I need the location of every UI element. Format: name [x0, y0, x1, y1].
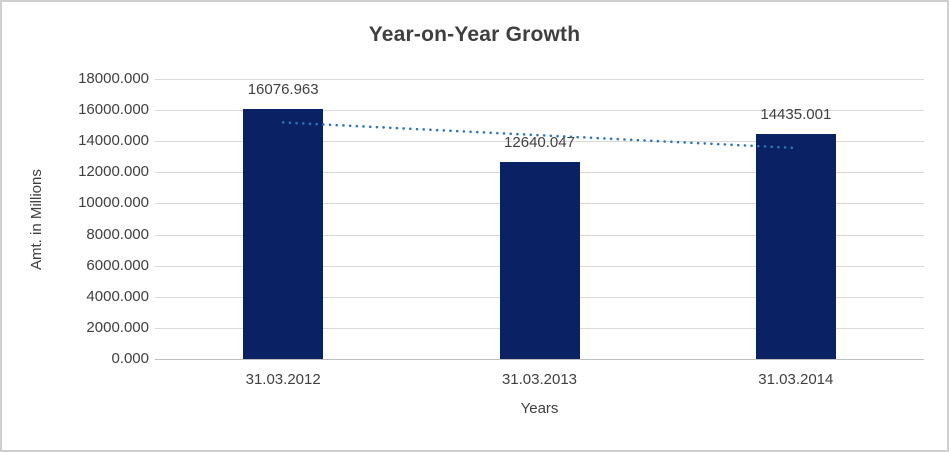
bar-31.03.2013[interactable] [499, 162, 580, 359]
y-tick-label: 0.000 [111, 350, 149, 367]
y-tick-label: 10000.000 [78, 194, 149, 212]
y-tick-label: 12000.000 [78, 163, 149, 181]
data-label: 14435.001 [760, 106, 832, 124]
x-tick-label: 31.03.2013 [501, 371, 578, 388]
y-tick-label: 6000.000 [86, 256, 149, 274]
x-tick-label: 31.03.2012 [245, 371, 321, 388]
bar-31.03.2012[interactable] [243, 108, 324, 359]
y-tick-label: 16000.000 [78, 101, 149, 119]
x-axis-line [155, 359, 924, 360]
gridline [155, 79, 924, 80]
x-axis-title: Years [520, 400, 559, 417]
y-tick-label: 2000.000 [86, 318, 149, 336]
y-tick-label: 18000.000 [78, 70, 149, 87]
bar-31.03.2014[interactable] [755, 134, 836, 359]
y-tick-label: 8000.000 [86, 225, 149, 243]
chart-title: Year-on-Year Growth [368, 23, 581, 46]
data-label: 12640.047 [504, 134, 575, 152]
y-tick-label: 14000.000 [78, 132, 149, 150]
data-label: 16076.963 [247, 80, 319, 98]
y-tick-label: 4000.000 [86, 287, 149, 305]
y-axis-title: Amt. in Millions [28, 169, 45, 270]
gridline [155, 110, 924, 112]
x-tick-label: 31.03.2014 [758, 371, 834, 388]
